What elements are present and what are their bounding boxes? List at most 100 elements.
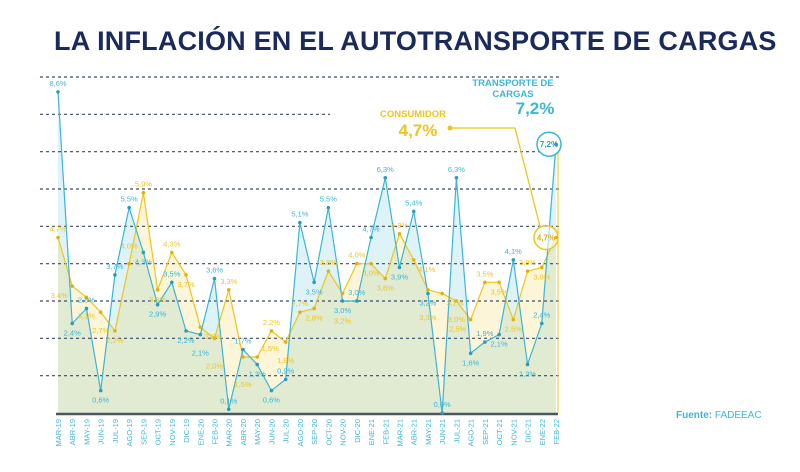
cargas-data-label: 2,4% [64, 328, 81, 337]
cargas-point [255, 362, 259, 367]
consumidor-point [497, 280, 501, 285]
cargas-data-label: 2,8% [78, 295, 95, 304]
cargas-point [397, 265, 402, 270]
cargas-data-label: 6,3% [448, 165, 465, 174]
consumidor-data-label: 3,5% [476, 269, 493, 278]
cargas-point [298, 220, 302, 225]
cargas-point [326, 205, 331, 210]
x-tick-label: JUL-21 [452, 419, 461, 443]
x-tick-label: JUN-20 [267, 419, 276, 444]
x-tick-label: MAY-19 [82, 419, 91, 445]
consumidor-data-label: 3,9% [533, 272, 550, 281]
cargas-point [269, 388, 274, 393]
x-tick-label: DIC-20 [353, 419, 362, 443]
consumidor-point [468, 317, 473, 322]
x-tick-label: ENE-20 [196, 419, 205, 445]
cargas-data-label: 0,1% [220, 396, 237, 405]
cargas-data-label: 8,6% [49, 79, 66, 88]
consumidor-point [241, 355, 245, 359]
chart-title: LA INFLACIÓN EN EL AUTOTRANSPORTE DE CAR… [54, 26, 777, 56]
cargas-point [226, 407, 231, 412]
consumidor-point [113, 329, 117, 333]
cargas-point [312, 280, 316, 285]
consumidor-point [454, 299, 459, 303]
cargas-data-label: 3,2% [419, 299, 436, 308]
cargas-point [440, 411, 444, 415]
cargas-point [113, 273, 117, 277]
consumidor-last-label: 4,7% [537, 234, 555, 243]
cargas-point [383, 176, 388, 180]
cargas-data-label: 2,1% [491, 340, 508, 349]
consumidor-point [312, 306, 316, 311]
cargas-legend-name: TRANSPORTE DE CARGAS [472, 78, 553, 100]
consumidor-data-label: 3,6% [377, 284, 394, 293]
x-tick-label: NOV-19 [168, 419, 177, 446]
cargas-point [98, 388, 103, 393]
cargas-point [241, 347, 245, 352]
consumidor-data-label: 2,8% [306, 313, 323, 322]
x-tick-label: MAR-20 [225, 419, 234, 447]
consumidor-point [141, 190, 146, 195]
cargas-point [84, 306, 89, 311]
cargas-line [57, 91, 557, 414]
consumidor-data-label: 2,7% [92, 326, 109, 335]
consumidor-point [483, 280, 487, 285]
x-tick-label: JUL-20 [282, 419, 291, 443]
cargas-point [525, 362, 530, 367]
x-tick-label: MAR-21 [395, 419, 404, 447]
cargas-data-label: 3,0% [348, 288, 365, 297]
consumidor-point [212, 336, 217, 341]
x-tick-label: ENE-21 [367, 419, 376, 445]
consumidor-data-label: 4,8% [391, 221, 408, 230]
x-tick-label: SEP-19 [139, 419, 148, 445]
x-tick-label: AGO-21 [467, 419, 476, 447]
cargas-data-label: 1,7% [234, 337, 251, 346]
consumidor-data-label: 3,0% [448, 315, 465, 324]
consumidor-data-label: 2,5% [449, 325, 466, 334]
consumidor-data-label: 4,3% [163, 239, 180, 248]
x-tick-label: OCT-20 [324, 419, 333, 445]
cargas-point [340, 299, 345, 303]
x-tick-label: AGO-20 [296, 419, 305, 447]
cargas-point [70, 321, 75, 326]
cargas-point [511, 258, 516, 262]
cargas-point [283, 377, 288, 382]
cargas-data-label: 0,6% [263, 396, 280, 405]
consumidor-callout-circle [533, 224, 559, 251]
cargas-data-label: 1,6% [462, 358, 479, 367]
consumidor-data-label: 2,2% [106, 336, 123, 345]
consumidor-data-label: 3,4% [51, 291, 68, 300]
consumidor-point [170, 250, 174, 255]
x-tick-label: SEP-21 [481, 419, 490, 445]
cargas-data-label: 3,5% [163, 269, 180, 278]
x-tick-label: DIC-21 [524, 419, 533, 443]
consumidor-data-label: 3,2% [334, 317, 351, 326]
cargas-point [454, 176, 459, 180]
cargas-data-label: 4,1% [505, 247, 522, 256]
x-tick-label: DIC-19 [182, 419, 191, 443]
consumidor-leader-dot [447, 125, 453, 131]
x-tick-label: JUL-19 [111, 419, 120, 443]
x-tick-label: ABR-21 [410, 419, 419, 445]
consumidor-point [226, 288, 231, 292]
consumidor-point [411, 258, 416, 262]
cargas-data-label: 0,9% [277, 366, 294, 375]
x-tick-label: ABR-19 [68, 419, 77, 445]
cargas-data-label: 1,3% [519, 369, 536, 378]
consumidor-point [184, 273, 188, 277]
consumidor-data-label: 4,0% [362, 269, 379, 278]
consumidor-point [525, 269, 530, 273]
cargas-data-label: 5,5% [320, 195, 337, 204]
x-tick-label: MAY-21 [424, 419, 433, 445]
x-tick-label: NOV-21 [509, 419, 518, 446]
consumidor-point [369, 261, 373, 266]
cargas-point [198, 332, 203, 337]
consumidor-data-label: 3,2% [447, 299, 464, 308]
cargas-data-label: 0,6% [92, 396, 109, 405]
cargas-point [141, 250, 146, 255]
consumidor-data-label: 4,0% [121, 242, 138, 251]
cargas-data-label: 3,6% [206, 266, 223, 275]
consumidor-data-label: 3,1% [78, 311, 95, 320]
consumidor-point [426, 288, 430, 292]
